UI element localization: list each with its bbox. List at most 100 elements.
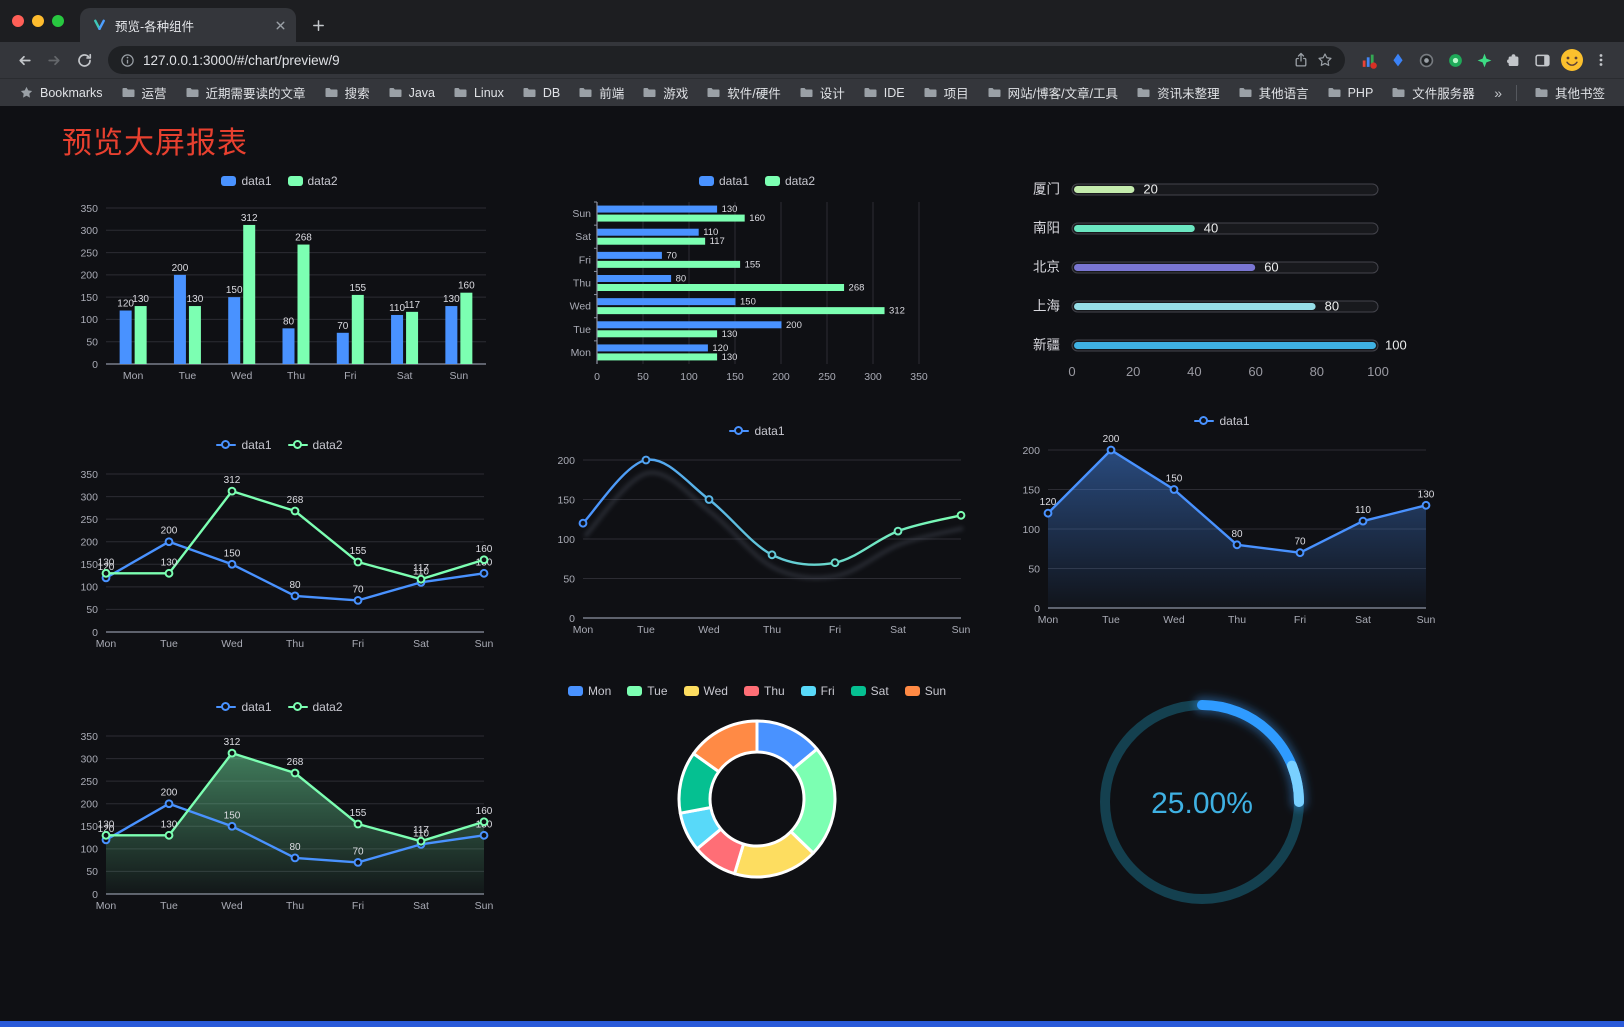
extension-green-circle-icon[interactable]: [1442, 47, 1469, 74]
bookmark-folder-label: Java: [408, 85, 435, 100]
profile-avatar[interactable]: [1558, 47, 1585, 74]
svg-text:Thu: Thu: [285, 638, 303, 650]
chart-legend: data1: [1194, 410, 1250, 432]
chart-canvas[interactable]: [532, 702, 982, 894]
legend-item-data2[interactable]: data2: [765, 174, 815, 188]
browser-tab[interactable]: 预览-各种组件: [80, 8, 296, 42]
chart-canvas[interactable]: 0 50 100 150 200 Mon Tue Wed Thu Fri Sat Sun 120 200 1…: [1004, 432, 1440, 644]
legend-item-Mon[interactable]: Mon: [567, 684, 611, 698]
legend-item-data2[interactable]: data2: [287, 174, 338, 188]
legend-item-data1[interactable]: data1: [1194, 414, 1250, 428]
legend-item-Thu[interactable]: Thu: [743, 684, 785, 698]
maximize-window-button[interactable]: [52, 15, 64, 27]
bookmark-folder[interactable]: 资讯未整理: [1127, 81, 1229, 105]
svg-text:Wed: Wed: [231, 370, 253, 382]
other-bookmarks-item[interactable]: 其他书签: [1525, 81, 1614, 105]
new-tab-button[interactable]: [304, 11, 332, 39]
svg-text:0: 0: [594, 371, 600, 383]
bookmark-folder[interactable]: 设计: [790, 81, 854, 105]
svg-text:350: 350: [80, 203, 98, 215]
bookmark-folder-label: 搜索: [344, 87, 370, 101]
extension-lens-icon[interactable]: [1413, 47, 1440, 74]
bookmark-folder[interactable]: IDE: [854, 81, 914, 105]
bookmark-folder[interactable]: Linux: [444, 81, 513, 105]
reload-button[interactable]: [70, 46, 98, 74]
folder-icon: [186, 88, 199, 97]
svg-text:80: 80: [1325, 299, 1339, 314]
bookmark-folder[interactable]: 游戏: [633, 81, 697, 105]
svg-text:150: 150: [223, 810, 240, 821]
bookmark-star-icon[interactable]: [1317, 52, 1333, 68]
extension-star-icon[interactable]: [1471, 47, 1498, 74]
chart-canvas[interactable]: 0 50 100 150 200 250 300 350 Mon Tue Wed Thu Fri Sat S…: [62, 192, 498, 394]
browser-menu-icon[interactable]: [1587, 47, 1614, 74]
forward-button[interactable]: [40, 46, 68, 74]
svg-text:155: 155: [349, 283, 366, 294]
extensions-puzzle-icon[interactable]: [1500, 47, 1527, 74]
svg-text:40: 40: [1187, 364, 1201, 379]
legend-label: Sat: [870, 684, 889, 698]
legend-item-data2[interactable]: data2: [287, 700, 343, 714]
legend-item-data1[interactable]: data1: [221, 174, 272, 188]
chart-canvas[interactable]: 25.00%: [1007, 686, 1437, 918]
bookmark-folder[interactable]: 运营: [112, 81, 176, 105]
svg-text:350: 350: [910, 371, 928, 383]
chart-canvas[interactable]: 0 50 100 150 200 250 300 350 Mon Tue Wed Thu Fri Sat S…: [62, 718, 498, 930]
svg-text:Sat: Sat: [396, 370, 412, 382]
chart-donut: Mon Tue Wed Thu Fri Sat Sun: [532, 680, 982, 894]
chart-canvas[interactable]: 0 50 100 150 200 Mon Tue Wed Thu Fri Sat Sun: [539, 442, 975, 654]
close-window-button[interactable]: [12, 15, 24, 27]
bookmark-folder[interactable]: 项目: [914, 81, 978, 105]
legend-item-Tue[interactable]: Tue: [627, 684, 668, 698]
bookmarks-manager-item[interactable]: Bookmarks: [10, 81, 112, 105]
svg-text:150: 150: [740, 297, 756, 308]
legend-item-data1[interactable]: data1: [729, 424, 785, 438]
chart-legend: data1 data2: [221, 170, 338, 192]
share-icon[interactable]: [1293, 52, 1309, 68]
svg-text:200: 200: [160, 788, 177, 799]
svg-text:Mon: Mon: [571, 347, 592, 359]
svg-text:Fri: Fri: [579, 254, 591, 266]
bookmark-folder[interactable]: 文件服务器: [1382, 81, 1484, 105]
bookmark-folder[interactable]: 前端: [569, 81, 633, 105]
site-info-icon[interactable]: [120, 53, 135, 68]
bookmark-folder[interactable]: DB: [513, 81, 569, 105]
legend-item-data1[interactable]: data1: [216, 700, 272, 714]
folder-icon: [122, 88, 135, 97]
svg-text:80: 80: [282, 316, 294, 327]
tab-favicon-icon: [92, 18, 107, 33]
chart-canvas[interactable]: 0 50 100 150 200 250 300 350 Mon Tue Wed Thu Fri Sat S…: [62, 456, 498, 668]
svg-text:Wed: Wed: [1163, 614, 1185, 626]
extension-chart-icon[interactable]: [1355, 47, 1382, 74]
legend-label: data1: [1219, 414, 1250, 428]
svg-text:160: 160: [458, 281, 475, 292]
back-button[interactable]: [10, 46, 38, 74]
legend-item-data1[interactable]: data1: [698, 174, 749, 188]
bookmarks-overflow-icon[interactable]: »: [1494, 84, 1502, 101]
bookmark-folder[interactable]: 近期需要读的文章: [176, 81, 315, 105]
svg-text:130: 130: [722, 204, 738, 215]
legend-item-data2[interactable]: data2: [287, 438, 343, 452]
legend-item-Fri[interactable]: Fri: [800, 684, 835, 698]
bookmark-folder[interactable]: 搜索: [315, 81, 379, 105]
legend-item-data1[interactable]: data1: [216, 438, 272, 452]
legend-item-Sun[interactable]: Sun: [904, 684, 946, 698]
legend-item-Sat[interactable]: Sat: [850, 684, 889, 698]
bookmark-folder[interactable]: 网站/博客/文章/工具: [978, 81, 1127, 105]
minimize-window-button[interactable]: [32, 15, 44, 27]
bookmark-folder[interactable]: Java: [379, 81, 444, 105]
legend-swatch: [1194, 416, 1215, 426]
extension-kite-icon[interactable]: [1384, 47, 1411, 74]
address-bar[interactable]: 127.0.0.1:3000/#/chart/preview/9: [108, 46, 1345, 74]
bookmark-folder[interactable]: 其他语言: [1229, 81, 1318, 105]
legend-item-Wed[interactable]: Wed: [683, 684, 728, 698]
url-text[interactable]: 127.0.0.1:3000/#/chart/preview/9: [143, 52, 340, 68]
bookmark-folder[interactable]: PHP: [1318, 81, 1383, 105]
svg-text:300: 300: [80, 753, 98, 765]
svg-text:Thu: Thu: [286, 370, 304, 382]
tab-close-icon[interactable]: [273, 18, 288, 33]
chart-canvas[interactable]: 厦门 20 南阳 40 北京 60 上海 80 新疆 100 0 20 40 60 80 100: [1012, 170, 1432, 382]
side-panel-icon[interactable]: [1529, 47, 1556, 74]
bookmark-folder[interactable]: 软件/硬件: [697, 81, 789, 105]
